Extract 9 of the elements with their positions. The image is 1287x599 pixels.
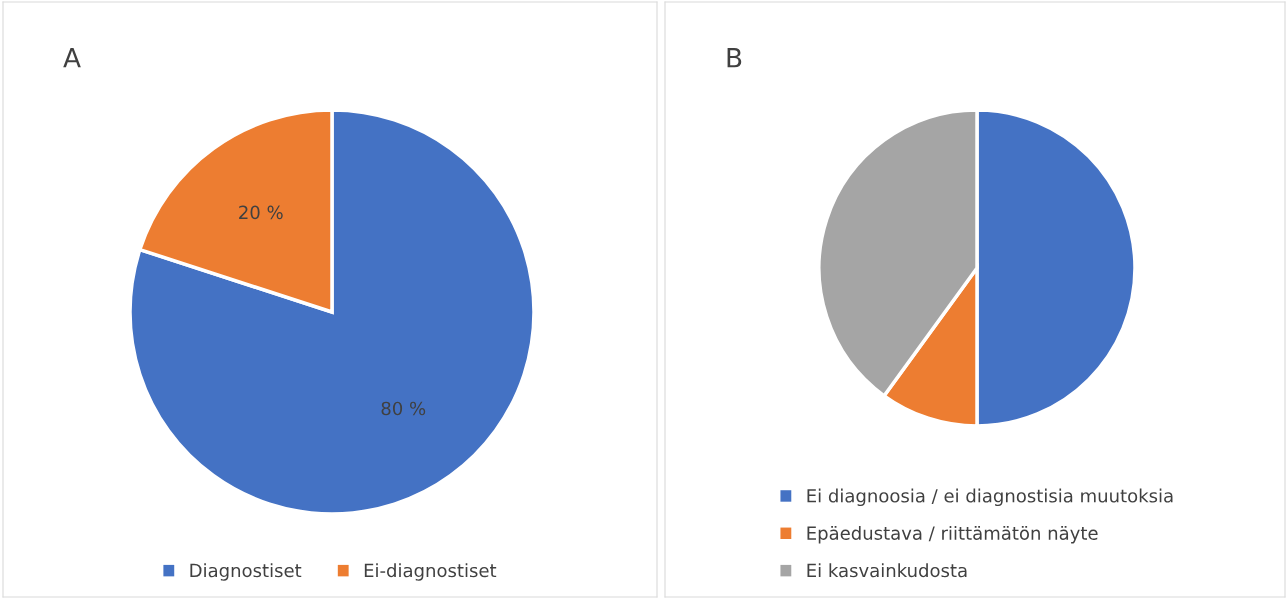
legend-label: Ei kasvainkudosta <box>807 563 967 578</box>
legend-label: Diagnostiset <box>190 563 302 581</box>
data-label: 20 % <box>239 205 283 220</box>
chart-title: A <box>63 48 81 68</box>
legend-label: Ei-diagnostiset <box>364 563 497 581</box>
legend-label: Ei diagnoosia / ei diagnostisia muutoksia <box>807 488 1173 507</box>
data-label: 80 % <box>381 401 426 416</box>
legend-label: Epäedustava / riittämätön näyte <box>807 525 1098 544</box>
chart-title: B <box>727 48 742 68</box>
